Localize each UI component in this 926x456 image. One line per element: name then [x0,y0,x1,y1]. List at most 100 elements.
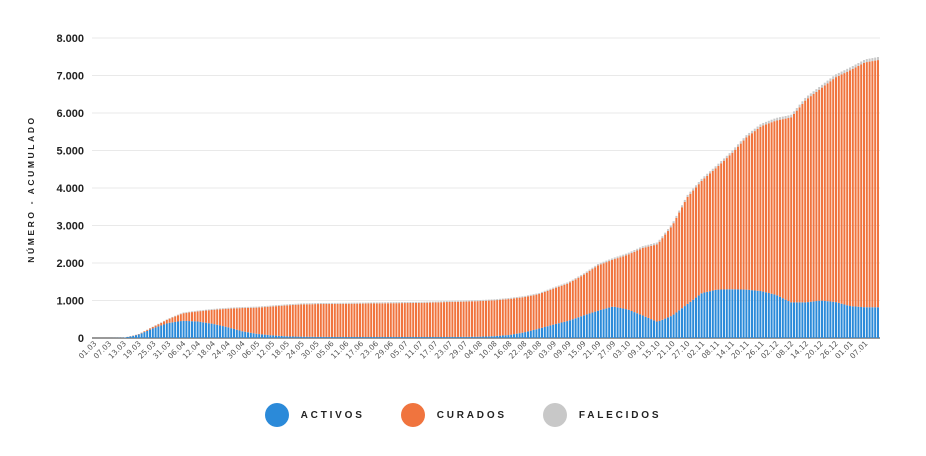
legend-item-activos[interactable]: ACTIVOS [264,403,365,427]
bar-curados [594,267,597,312]
bar-falecidos [639,247,641,250]
bar-falecidos [854,64,857,68]
bar-falecidos [835,74,837,78]
bar-curados [305,304,308,337]
bar-curados [745,137,748,290]
bar-curados [773,121,776,295]
bar-curados [753,131,756,291]
bar-curados [762,125,765,292]
bar-activos [742,289,745,338]
bar-curados [510,298,513,335]
bar-activos [818,300,821,338]
bar-curados [611,260,613,307]
bar-activos [692,299,695,338]
bar-falecidos [543,290,546,292]
bar-curados [809,96,812,302]
bar-activos [720,289,723,338]
bar-activos [672,314,675,338]
bar-activos [829,301,832,338]
bar-activos [532,329,535,338]
bar-activos [182,320,185,338]
bar-activos [644,316,647,338]
bar-activos [443,336,445,338]
bar-falecidos [496,299,499,301]
bar-falecidos [471,300,473,302]
bar-activos [616,307,619,338]
bar-activos [731,289,734,338]
bar-curados [692,190,695,300]
bar-falecidos [756,126,759,129]
bar-falecidos [501,298,504,300]
bar-falecidos [406,302,409,304]
bar-activos [381,336,384,338]
bar-activos [213,324,216,338]
bar-falecidos [196,310,199,312]
y-axis-label: NÚMERO - ACUMULADO [25,115,36,263]
bar-curados [714,168,717,290]
bar-activos [448,336,451,338]
bar-activos [706,291,709,338]
bar-activos [625,309,627,338]
bar-activos [501,335,504,338]
bar-curados [835,77,837,303]
bar-curados [532,295,535,330]
bar-activos [784,299,787,338]
legend-item-falecidos[interactable]: FALECIDOS [542,403,662,427]
bar-activos [193,321,196,338]
bar-curados [795,110,798,303]
bar-falecidos [227,307,230,309]
bar-curados [622,256,625,309]
bar-curados [524,296,527,333]
bar-falecidos [622,254,625,257]
stacked-bar-chart: 0 1.000 2.000 3.000 4.000 5.000 6.000 7.000 8.00… [25,33,880,361]
bar-falecidos [851,66,854,69]
bar-activos [700,293,703,338]
bar-curados [359,303,361,337]
bar-curados [286,305,289,337]
bar-curados [770,122,773,294]
bar-curados [874,60,877,308]
y-tick-label: 6.000 [56,108,84,120]
bar-activos [871,307,874,338]
bar-falecidos [235,307,238,309]
bar-falecidos [664,232,667,235]
bar-activos [711,290,714,338]
bar-activos [462,336,465,338]
bar-curados [373,303,375,337]
bar-curados [294,304,297,337]
bar-activos [599,309,602,338]
bar-curados [664,234,667,319]
bar-falecidos [426,301,429,303]
bar-falecidos [437,301,440,303]
bar-curados [227,308,230,328]
bar-activos [277,335,280,338]
bar-curados [504,299,507,336]
bar-curados [476,301,479,337]
legend-label-falecidos: FALECIDOS [578,409,662,421]
bar-falecidos [434,301,437,303]
bar-activos [563,321,566,338]
bar-falecidos [846,68,849,72]
bar-curados [552,288,555,325]
legend-item-curados[interactable]: CURADOS [400,403,507,427]
bar-falecidos [770,119,773,123]
bar-falecidos [555,286,557,288]
bar-activos [759,291,762,338]
bar-activos [426,336,429,338]
bar-falecidos [804,97,807,101]
bar-activos [387,336,389,338]
bar-curados [403,303,406,337]
bar-activos [205,322,207,338]
bar-activos [384,336,387,338]
bar-activos [776,295,779,338]
bar-curados [261,307,263,335]
bar-activos [361,336,364,338]
bar-activos [627,309,630,338]
bar-activos [468,336,471,338]
bar-falecidos [443,301,445,303]
bar-falecidos [695,185,697,188]
bar-falecidos [650,244,653,246]
bar-curados [331,303,333,337]
bar-activos [291,336,294,338]
bar-activos [521,332,524,338]
